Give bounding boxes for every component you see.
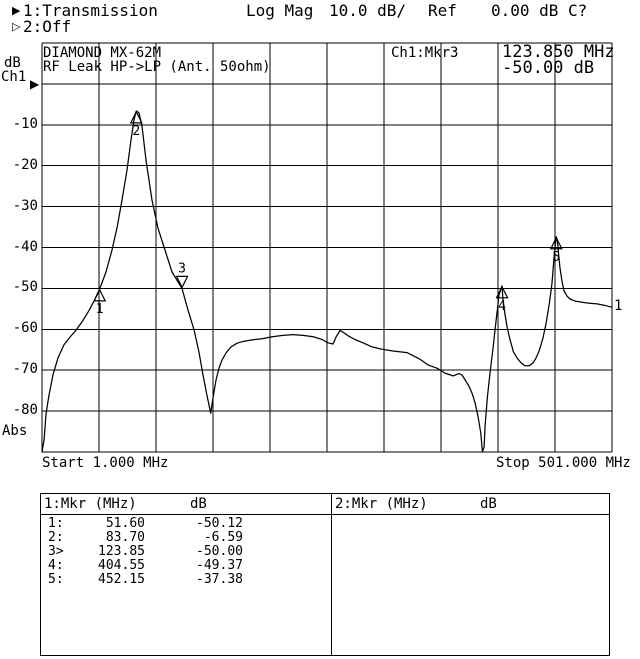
marker-row-label: 3> [48,544,64,559]
channel2-inactive-icon: ▷ [12,20,21,33]
marker-1-number: 1 [96,302,104,317]
marker-table2-unit-header: dB [480,496,497,512]
marker-row-label: 1: [48,516,64,531]
trace-title-line1: DIAMOND MX-62M [43,45,162,61]
marker-table-row: 4: 404.55 -49.37 [48,559,243,573]
y-tick-label--40: -40 [12,238,38,255]
abs-scale-label: Abs [2,423,28,439]
marker-table-header-rule [41,514,609,515]
sweep-start-label: Start 1.000 MHz [42,455,169,471]
y-tick-label--60: -60 [12,320,38,337]
marker-row-label: 4: [48,558,64,573]
marker-5-number: 5 [552,250,560,265]
marker-table1-rows: 1: 51.60 -50.12 2: 83.70 -6.59 3> 123.85 -50.00 4… [48,517,243,587]
marker-table2-header: 2:Mkr (MHz) [335,496,428,512]
channel1-active-icon: ▶ [12,4,21,17]
marker-row-level: -50.00 [196,544,243,559]
trace-title-line2: RF Leak HP->LP (Ant. 50ohm) [43,59,271,75]
marker-row-level: -50.12 [196,516,243,531]
active-marker-channel-label: Ch1:Mkr3 [391,45,459,61]
graticule [41,42,613,453]
marker-3-icon [175,275,189,289]
marker-table-row: 1: 51.60 -50.12 [48,517,243,531]
channel-label: Ch1 [1,69,27,85]
marker-table1-header: 1:Mkr (MHz) [44,496,137,512]
marker-row-level: -37.38 [196,572,243,587]
marker-2-icon [129,110,143,124]
marker-row-level: -49.37 [196,558,243,573]
scale-per-div-value: 10.0 dB/ [329,1,407,20]
ref-label: Ref [428,1,457,20]
cal-status-label: C? [568,1,588,20]
marker-row-frequency: 404.55 [98,558,145,573]
active-marker-frequency-value: 123.850 MHz [502,42,615,62]
marker-table-row: 3> 123.85 -50.00 [48,545,243,559]
marker-2-number: 2 [132,124,140,139]
active-marker-level-value: -50.00 dB [502,58,595,78]
marker-row-level: -6.59 [203,530,243,545]
marker-4-icon [495,285,509,299]
marker-4-number: 4 [498,299,506,314]
y-tick-label--70: -70 [12,361,38,378]
marker-table-divider [331,493,332,656]
marker-row-label: 5: [48,572,64,587]
y-tick-label--10: -10 [12,115,38,132]
ref-level-marker-icon: ▶ [30,77,40,91]
channel2-measurement-label: 2:Off [23,17,72,36]
ref-level-value: 0.00 dB [491,1,559,20]
marker-1-icon [93,288,107,302]
marker-row-frequency: 452.15 [98,572,145,587]
marker-row-frequency: 83.70 [105,530,145,545]
marker-row-label: 2: [48,530,64,545]
marker-row-frequency: 123.85 [98,544,145,559]
marker-row-frequency: 51.60 [105,516,145,531]
y-axis-unit-label: dB [4,55,21,71]
marker-table-row: 5: 452.15 -37.38 [48,573,243,587]
marker-table1-unit-header: dB [190,496,207,512]
marker-3-number: 3 [178,261,186,276]
format-label: Log Mag [246,1,314,20]
y-tick-label--80: -80 [12,402,38,419]
y-tick-label--50: -50 [12,279,38,296]
channel1-measurement-label: 1:Transmission [23,1,158,20]
marker-table-border [40,493,610,656]
y-tick-label--30: -30 [12,197,38,214]
trace-number-label: 1 [614,298,623,314]
y-tick-label--20: -20 [12,156,38,173]
sweep-stop-label: Stop 501.000 MHz [496,455,631,471]
marker-table-row: 2: 83.70 -6.59 [48,531,243,545]
marker-5-icon [549,236,563,250]
